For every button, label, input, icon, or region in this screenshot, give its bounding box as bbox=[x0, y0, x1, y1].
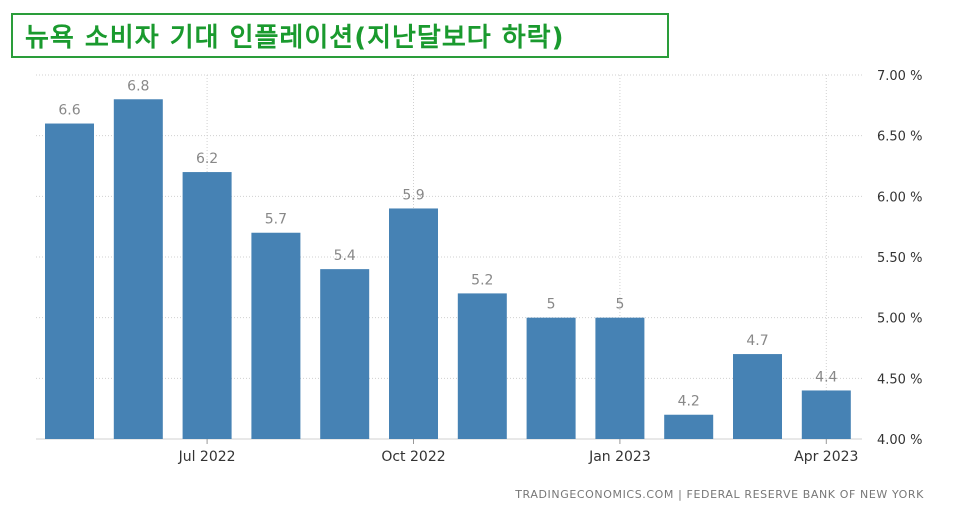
bar-value-label: 4.4 bbox=[815, 369, 837, 385]
x-tick-label: Jan 2023 bbox=[588, 449, 651, 465]
bar bbox=[457, 293, 507, 439]
chart-title: 뉴욕 소비자 기대 인플레이션(지난달보다 하락) bbox=[25, 23, 565, 53]
bar-value-label: 5 bbox=[547, 297, 556, 313]
bar-value-label: 5 bbox=[615, 297, 624, 313]
bar bbox=[801, 390, 851, 439]
bar bbox=[389, 208, 438, 439]
source-footer: TRADINGECONOMICS.COM | FEDERAL RESERVE B… bbox=[515, 488, 924, 501]
bar-value-label: 5.2 bbox=[471, 272, 493, 288]
y-tick-label: 4.50 % bbox=[877, 372, 922, 387]
title-box: 뉴욕 소비자 기대 인플레이션(지난달보다 하락) bbox=[11, 13, 669, 58]
x-tick-label: Oct 2022 bbox=[381, 449, 445, 465]
bar bbox=[251, 232, 301, 439]
bar bbox=[320, 269, 370, 439]
y-tick-label: 7.00 % bbox=[877, 69, 922, 84]
bar-value-label: 4.2 bbox=[678, 394, 700, 410]
x-tick-label: Apr 2023 bbox=[794, 449, 858, 465]
y-tick-label: 5.50 % bbox=[877, 251, 922, 266]
bar-value-label: 5.9 bbox=[402, 187, 424, 203]
bar-value-label: 6.6 bbox=[58, 103, 80, 119]
value-label-layer: 6.6 6.8 6.2 5.7 5.4 5.9 5.2 5 5 4.2 4.7 4.4 bbox=[58, 78, 837, 409]
bar-value-label: 6.2 bbox=[196, 151, 218, 167]
y-tick-label: 4.00 % bbox=[877, 433, 922, 448]
bar-value-label: 6.8 bbox=[127, 78, 149, 94]
bar-layer bbox=[45, 99, 851, 440]
bar bbox=[113, 99, 163, 440]
bar-value-label: 5.4 bbox=[334, 248, 356, 264]
bar bbox=[182, 172, 232, 440]
bar-value-label: 5.7 bbox=[265, 212, 287, 228]
y-tick-label: 6.00 % bbox=[877, 190, 922, 205]
y-tick-label: 6.50 % bbox=[877, 130, 922, 145]
x-axis: Jul 2022 Oct 2022 Jan 2023 Apr 2023 bbox=[178, 439, 858, 465]
x-tick-label: Jul 2022 bbox=[178, 449, 236, 465]
bar-value-label: 4.7 bbox=[746, 333, 768, 349]
bar bbox=[595, 317, 645, 439]
bar bbox=[664, 414, 714, 439]
bar bbox=[45, 123, 94, 440]
bar bbox=[733, 354, 782, 439]
y-tick-label: 5.00 % bbox=[877, 312, 922, 327]
y-axis: 4.00 % 4.50 % 5.00 % 5.50 % 6.00 % 6.50 % 7.00… bbox=[877, 69, 922, 448]
bar bbox=[526, 317, 576, 439]
